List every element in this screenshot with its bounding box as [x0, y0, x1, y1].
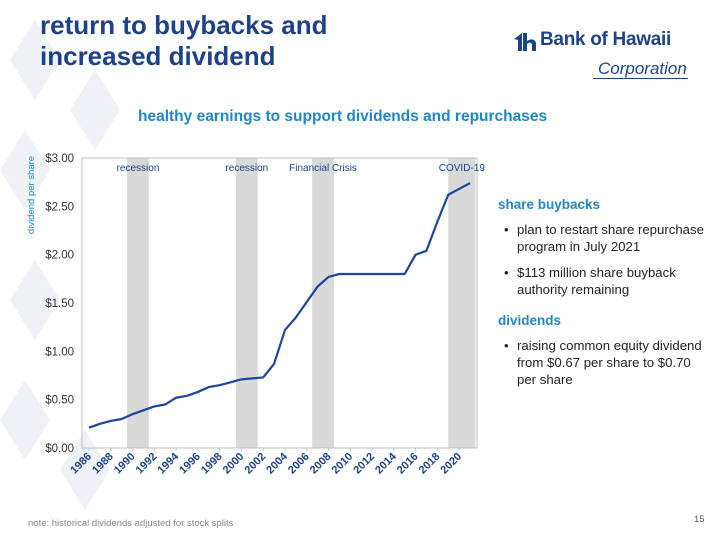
x-tick-label: 2006	[286, 451, 312, 477]
x-tick-label: 2016	[395, 451, 421, 477]
y-tick-label: $2.50	[45, 201, 74, 213]
shaded-period	[235, 158, 258, 448]
bullet-icon: •	[504, 222, 509, 237]
bullet-icon: •	[504, 265, 509, 280]
shaded-period-label: Financial Crisis	[289, 163, 357, 174]
title-line-1: return to buybacks and	[40, 10, 328, 40]
dividend-series-line	[88, 182, 471, 429]
chart-subtitle: healthy earnings to support dividends an…	[138, 108, 548, 125]
y-tick-label: $1.50	[45, 298, 74, 310]
y-tick-label: $1.00	[45, 346, 74, 358]
dividends-list: • raising common equity dividend from $0.…	[498, 337, 708, 388]
slide-title: return to buybacks and increased dividen…	[40, 10, 460, 72]
y-tick-label: $0.00	[45, 443, 74, 455]
x-tick-label: 1990	[112, 451, 138, 477]
x-tick-label: 1998	[199, 451, 225, 477]
plot-frame	[81, 157, 478, 449]
y-tick-label: $0.50	[45, 395, 74, 407]
list-item: • plan to restart share repurchase progra…	[504, 222, 704, 254]
x-tick-label: 2014	[373, 450, 399, 476]
shaded-period-label: COVID-19	[439, 163, 486, 174]
list-item: • raising common equity dividend from $0.…	[504, 338, 702, 387]
shaded-period	[312, 158, 334, 448]
y-axis-label: dividend per share	[26, 156, 37, 234]
buybacks-heading: share buybacks	[498, 197, 601, 212]
footnote: note: historical dividends adjusted for …	[28, 518, 234, 529]
shaded-period-label: recession	[117, 163, 160, 174]
logo-name: Bank of Hawaii	[540, 29, 671, 50]
x-tick-label: 2018	[417, 451, 443, 477]
x-tick-label: 1994	[155, 450, 181, 476]
shaded-period-label: recession	[225, 163, 268, 174]
dividends-heading: dividends	[498, 313, 562, 328]
x-tick-label: 1992	[134, 451, 160, 477]
logo-underline	[593, 78, 688, 79]
dividend-line-chart: $0.00$0.50$1.00$1.50$2.00$2.50$3.0019861…	[45, 153, 486, 477]
shaded-period	[448, 158, 476, 448]
company-logo: Bank of Hawaii Corporation	[510, 27, 690, 82]
logo-corporation: Corporation	[598, 59, 687, 78]
y-tick-label: $3.00	[45, 153, 74, 165]
bank-of-hawaii-mark-icon	[514, 33, 536, 51]
x-tick-label: 2010	[330, 451, 356, 477]
y-tick-label: $2.00	[45, 250, 74, 262]
buybacks-list: • plan to restart share repurchase progra…	[498, 221, 708, 298]
x-tick-label: 2004	[264, 450, 290, 476]
x-tick-label: 2008	[308, 451, 334, 477]
x-tick-label: 1988	[90, 451, 116, 477]
x-tick-label: 2020	[438, 451, 464, 477]
x-tick-label: 1996	[177, 451, 203, 477]
x-tick-label: 2012	[351, 451, 377, 477]
title-line-2: increased dividend	[40, 41, 276, 71]
svg-text:dividend per share: dividend per share	[26, 156, 37, 234]
page-number: 15	[694, 514, 705, 525]
sidebar-notes: share buybacks • plan to restart share re…	[498, 196, 708, 402]
x-tick-label: 2002	[242, 451, 268, 477]
list-item: • $113 million share buyback authority re…	[504, 265, 676, 297]
x-tick-label: 2000	[221, 451, 247, 477]
bullet-icon: •	[504, 338, 509, 353]
background-pattern	[0, 20, 120, 510]
shaded-period	[127, 158, 149, 448]
